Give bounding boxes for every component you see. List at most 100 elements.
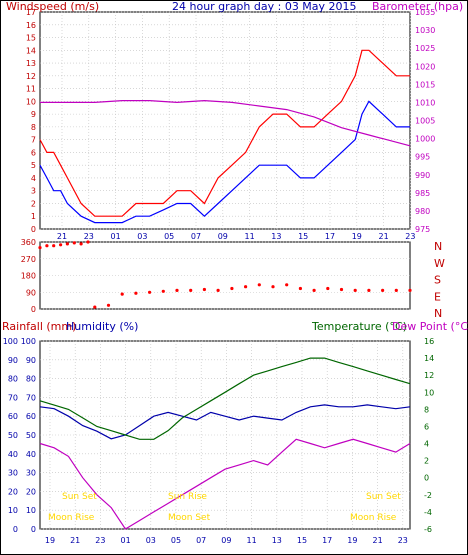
direction-panel-frame (39, 241, 411, 310)
sun-rise: Sun Rise (168, 492, 207, 502)
baro-y-tick: 1005 (415, 117, 435, 126)
baro-y-tick: 1030 (415, 26, 435, 35)
wind-y-tick: 14 (26, 46, 36, 55)
rain-x-tick: 11 (247, 536, 257, 545)
wind-series-group (39, 49, 411, 224)
direction-point (59, 243, 63, 247)
tick-label-group: 0123456789101112131415161797598098599099… (3, 8, 445, 545)
wind-y-tick: 10 (26, 97, 36, 106)
rain-x-tick: 21 (373, 536, 383, 545)
dir-y-tick: 270 (21, 255, 36, 264)
humidity-y-tick: 60 (26, 412, 36, 421)
wind-x-tick: 21 (379, 232, 389, 241)
compass-label: W (434, 257, 445, 270)
direction-point (285, 283, 289, 287)
wind-x-tick: 03 (137, 232, 147, 241)
wind-x-tick: 05 (164, 232, 174, 241)
rain-x-tick: 03 (146, 536, 156, 545)
rain-panel-frame (39, 340, 411, 530)
wind-y-tick: 15 (26, 34, 36, 43)
rain-y-tick: 40 (8, 450, 18, 459)
baro-y-tick: 995 (415, 153, 430, 162)
rain-x-tick: 23 (95, 536, 105, 545)
direction-point (367, 288, 371, 292)
wind-y-tick: 4 (31, 174, 36, 183)
baro-y-tick: 980 (415, 207, 430, 216)
direction-point (216, 288, 220, 292)
wind-y-tick: 3 (31, 187, 36, 196)
baro-y-tick: 1025 (415, 44, 435, 53)
rain-x-tick: 09 (221, 536, 231, 545)
direction-point (394, 288, 398, 292)
direction-point (93, 305, 97, 309)
rain-y-tick: 20 (8, 487, 18, 496)
direction-point (298, 286, 302, 291)
direction-point (175, 288, 179, 292)
wind-y-tick: 5 (31, 161, 36, 170)
direction-point (353, 288, 357, 292)
wind-y-tick: 7 (31, 136, 36, 145)
direction-point (72, 241, 76, 245)
temp-y-tick: 8 (424, 405, 429, 414)
rain-x-tick: 05 (171, 536, 181, 545)
windspeed-label: Windspeed (m/s) (6, 0, 99, 13)
direction-point (120, 292, 124, 296)
direction-point (79, 242, 83, 246)
baro-y-tick: 990 (415, 171, 430, 180)
dir-y-tick: 0 (31, 305, 36, 314)
direction-point (230, 286, 234, 291)
rain-y-tick: 60 (8, 412, 18, 421)
baro-y-tick: 975 (415, 225, 430, 234)
direction-point (148, 290, 152, 294)
rain-x-tick: 07 (196, 536, 206, 545)
temperature-label: Temperature (°C) (311, 320, 407, 333)
wind-x-tick: 19 (352, 232, 362, 241)
humidity-y-tick: 20 (26, 487, 36, 496)
direction-point (45, 244, 49, 248)
humidity-y-tick: 90 (26, 356, 36, 365)
wind-x-tick: 15 (298, 232, 308, 241)
rain-series-group (39, 357, 411, 530)
wind-x-tick: 21 (57, 232, 67, 241)
rain-x-tick: 01 (121, 536, 131, 545)
compass-label: N (434, 240, 442, 253)
direction-series-group (38, 240, 412, 309)
compass-label: E (434, 290, 441, 303)
rain-x-tick: 19 (347, 536, 357, 545)
wind-y-tick: 11 (26, 85, 36, 94)
dir-y-tick: 180 (21, 272, 36, 281)
wind-series-barometer (40, 99, 411, 147)
wind-series-average (39, 100, 410, 224)
wind-y-tick: 6 (31, 148, 36, 157)
direction-point (65, 242, 69, 246)
rain-y-tick: 30 (8, 469, 18, 478)
wind-series-gust (39, 49, 410, 217)
direction-point (202, 287, 206, 292)
temp-y-tick: 2 (424, 457, 429, 466)
wind-y-tick: 2 (31, 199, 36, 208)
direction-point (271, 285, 275, 289)
humidity-y-tick: 30 (26, 469, 36, 478)
sun-set-right: Sun Set (366, 492, 401, 502)
direction-point (189, 288, 193, 292)
humidity-y-tick: 70 (26, 393, 36, 402)
moon-rise-left: Moon Rise (48, 513, 95, 523)
direction-point (86, 240, 90, 244)
direction-point (257, 283, 261, 287)
temp-y-tick: 4 (424, 440, 429, 449)
wind-x-tick: 23 (405, 232, 415, 241)
sun-set-left: Sun Set (62, 492, 97, 502)
wind-y-tick: 17 (26, 8, 36, 17)
temp-y-tick: 16 (424, 337, 434, 346)
baro-y-tick: 1015 (415, 80, 435, 89)
rainfall-label: Rainfall (mm) (2, 320, 76, 333)
wind-y-tick: 0 (31, 225, 36, 234)
compass-label: S (434, 274, 441, 287)
wind-x-tick: 11 (245, 232, 255, 241)
direction-point (134, 291, 138, 295)
moon-set: Moon Set (168, 513, 211, 523)
wind-panel-frame (39, 11, 411, 230)
rain-y-tick: 90 (8, 356, 18, 365)
rain-x-tick: 13 (272, 536, 282, 545)
